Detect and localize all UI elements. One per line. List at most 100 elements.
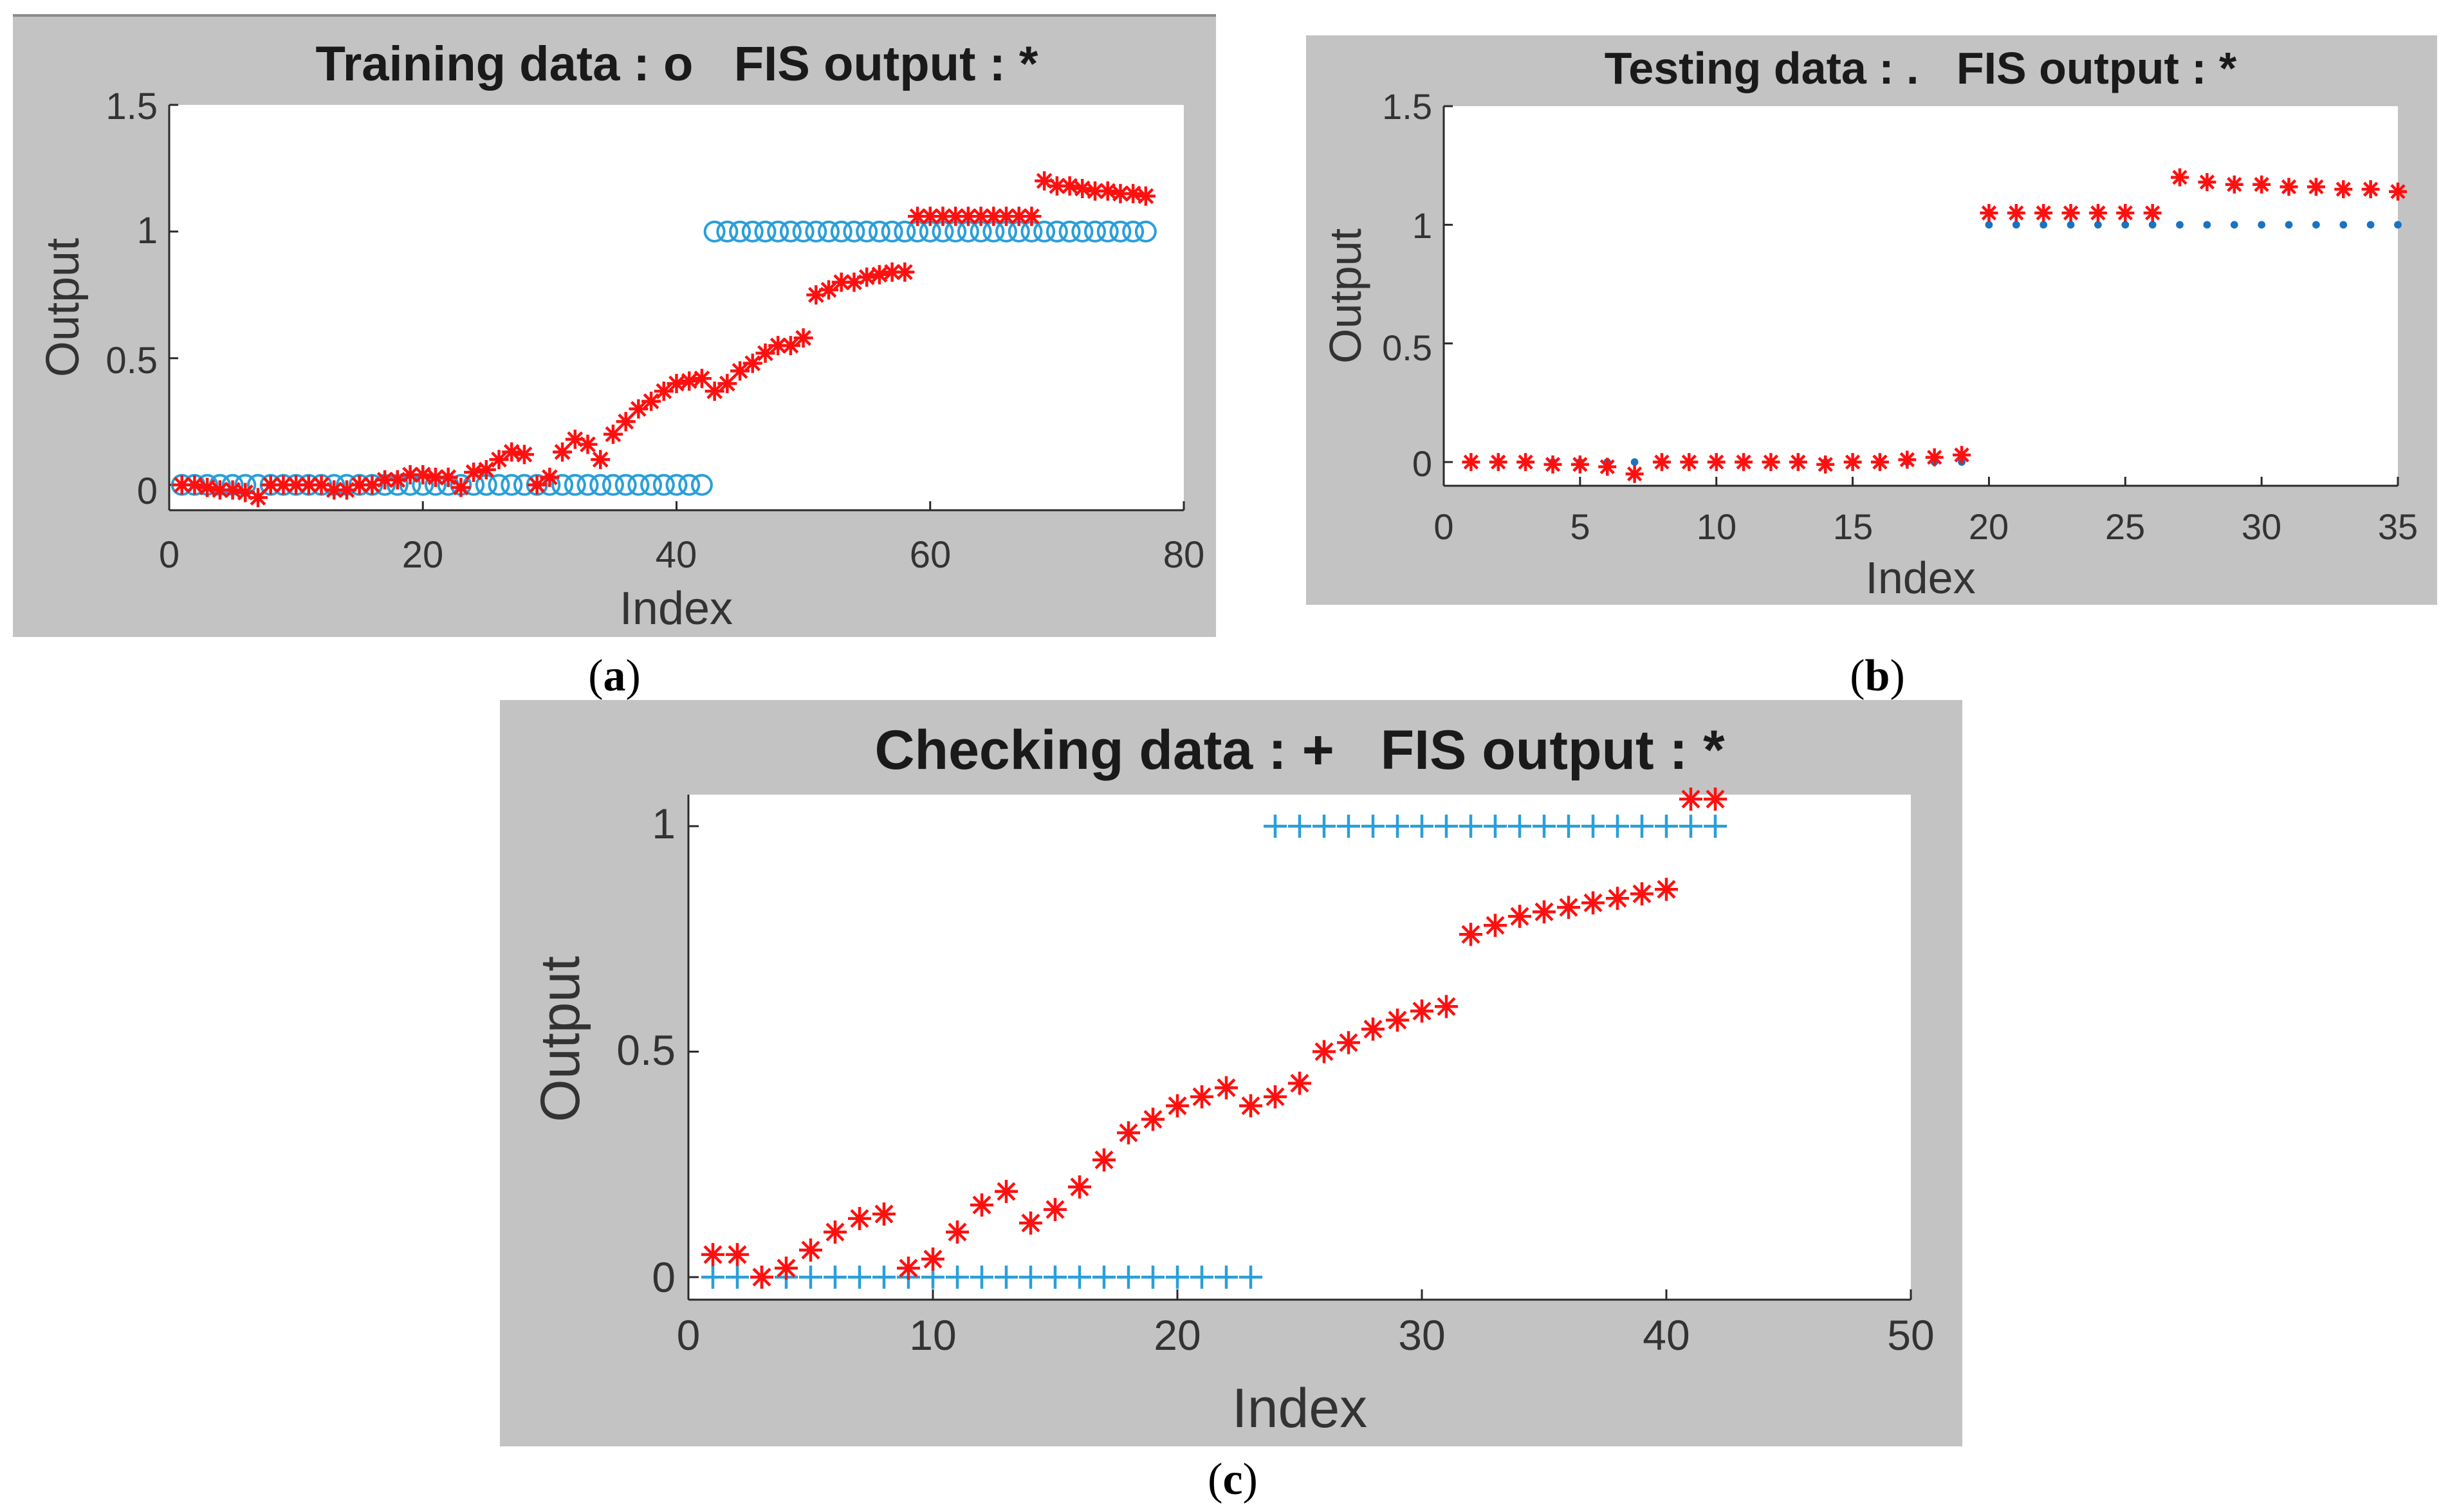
panel-c-fis-point: [1190, 1085, 1213, 1109]
panel-a-fis-point: [1035, 171, 1055, 191]
panel-a-fis-point: [235, 483, 255, 502]
panel-c-fis-point: [848, 1206, 871, 1230]
panel-a-yticks: 0 0.5 1 1.5: [106, 86, 158, 512]
panel-b-fis-point: [2116, 203, 2135, 222]
panel-c-data-point: [1508, 815, 1531, 838]
panel-c-data-point: [1044, 1265, 1067, 1289]
panel-c-data-point: [1630, 815, 1653, 838]
panel-c-fis-point: [921, 1247, 944, 1271]
panel-a-marks: [168, 104, 1185, 512]
panel-b-fis-point: [2307, 178, 2325, 196]
panel-a-fis-point: [946, 207, 966, 226]
panel-a-fis-point: [336, 480, 356, 500]
panel-a-data-point: [602, 474, 624, 496]
panel-c-yticks: 0 0.5 1: [616, 800, 676, 1301]
panel-c-data-point: [1337, 815, 1360, 838]
panel-b-fis-point: [1925, 448, 1944, 466]
panel-a-fis-point: [1022, 207, 1042, 226]
panel-a-fis-point: [793, 328, 813, 348]
panel-a-data-point: [1122, 220, 1145, 243]
panel-b-fis-point: [2171, 168, 2189, 187]
panel-c-fis-point: [1044, 1197, 1067, 1221]
panel-c-fis-point: [946, 1220, 969, 1244]
panel-a-fis-point: [869, 264, 889, 284]
panel-b-fis-point: [1462, 453, 1480, 472]
panel-a-xtick-label: 0: [159, 534, 180, 576]
panel-a-fis-point: [654, 381, 674, 401]
panel-c-fis-point: [701, 1242, 724, 1266]
panel-c-data-point: [1386, 815, 1409, 838]
panel-b-fis-point: [1543, 455, 1562, 474]
panel-c-fis-point: [1459, 923, 1482, 946]
panel-c-fis-point: [1704, 788, 1727, 811]
panel-a-title: Training data : o FIS output : *: [315, 37, 1038, 91]
panel-c-fis-point: [1141, 1107, 1165, 1131]
panel-a-ylabel: Output: [37, 238, 89, 377]
panel-b-data-point: [2339, 221, 2348, 229]
panel-a-fis-point: [984, 207, 1004, 226]
panel-a-data-point: [640, 474, 663, 496]
panel-a-fis-point: [375, 470, 395, 490]
panel-a-data-point: [1134, 220, 1157, 243]
panel-b-yticks: 0 0.5 1 1.5: [1382, 86, 1432, 484]
panel-b-fis-point: [2088, 203, 2107, 222]
panel-a-fis-point: [616, 412, 636, 432]
panel-a-fis-point: [1009, 207, 1029, 226]
panel-a-fis-point: [1047, 176, 1067, 196]
panel-c-xlabel: Index: [1232, 1378, 1367, 1439]
panel-c-fis-point: [1166, 1094, 1189, 1118]
panel-c-fis-point: [1337, 1031, 1360, 1055]
panel-b-xticks: 0 5 10 15 20 25 30 35: [1433, 506, 2418, 547]
panel-a-xtick-label: 20: [402, 534, 444, 576]
panel-c-fis-point: [1386, 1008, 1409, 1032]
panel-b-fis-point: [2361, 180, 2380, 199]
panel-c-ytick-label: 0.5: [616, 1026, 676, 1074]
panel-c-data-point: [1190, 1265, 1213, 1289]
panel-b-marks: [1442, 105, 2407, 487]
panel-c-data-point: [1312, 815, 1336, 838]
panel-a-caption-letter: a: [603, 651, 626, 701]
panel-a-data-point: [488, 474, 510, 496]
panel-c-data-point: [1435, 815, 1458, 838]
panel-c-fis-point: [1117, 1121, 1140, 1145]
panel-b-xtick-label: 15: [1833, 506, 1873, 547]
panel-c-fis-point: [1410, 999, 1433, 1023]
panel-c-data-point: [1092, 1265, 1116, 1289]
panel-c-data-point: [872, 1265, 896, 1289]
panel-c-marks: [687, 788, 1912, 1301]
panel-c-fis-point: [726, 1242, 749, 1266]
panel-c-xticks: 0 10 20 30 40 50: [677, 1311, 1935, 1359]
panel-a-fis-point: [476, 460, 496, 479]
panel-a-xtick-label: 80: [1163, 534, 1205, 576]
panel-a-fis-point: [311, 475, 331, 495]
panel-a-fis-point: [641, 391, 661, 411]
panel-c-data-point: [1655, 815, 1678, 838]
panel-b-xtick-label: 20: [1969, 506, 2009, 547]
panel-b-title: Testing data : . FIS output : *: [1605, 43, 2237, 93]
panel-b-fis-point: [1816, 455, 1835, 474]
panel-b-fis-point: [1953, 446, 1971, 465]
panel-c-fis-point: [872, 1202, 896, 1226]
panel-a-fis-point: [1098, 181, 1118, 201]
panel-a-xtick-label: 40: [656, 534, 697, 576]
panel-b-fis-point: [2143, 203, 2162, 222]
panel-c-fis-point: [1215, 1076, 1238, 1100]
panel-c-fis-point: [824, 1220, 847, 1244]
panel-b-fis-point: [1843, 453, 1862, 472]
panel-c-data-point: [1166, 1265, 1189, 1289]
panel-c-fis-point: [1435, 995, 1458, 1019]
panel-a-data-point: [1071, 220, 1094, 243]
panel-c-fis-point: [1655, 878, 1678, 901]
panel-a-fis-point: [286, 475, 306, 495]
panel-a-fis-point: [819, 280, 839, 300]
panel-a-data-point: [805, 220, 827, 243]
panel-b-fis-point: [1625, 465, 1644, 483]
panel-b-ytick-label: 1.5: [1382, 86, 1432, 127]
panel-a-fis-point: [1110, 183, 1130, 203]
panel-a-data-point: [665, 474, 688, 496]
panel-b-fis-point: [2007, 203, 2025, 222]
panel-b-fis-point: [1652, 453, 1671, 472]
panel-c-plot-area: [688, 795, 1911, 1300]
panel-a-fis-point: [755, 343, 775, 363]
